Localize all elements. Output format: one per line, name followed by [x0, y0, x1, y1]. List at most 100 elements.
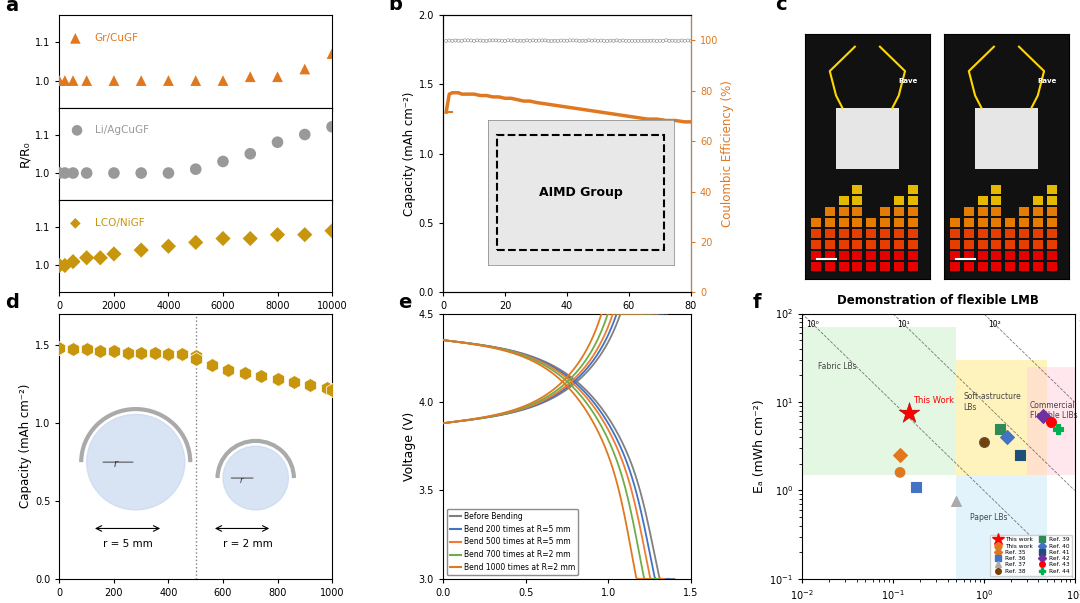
Point: [92, 346, 109, 356]
Point: [472, 36, 489, 46]
Point: [160, 76, 177, 86]
Point: [105, 168, 122, 178]
Y-axis label: Coulombic Efficiency (%): Coulombic Efficiency (%): [721, 80, 734, 227]
Point: [648, 36, 665, 46]
Text: r: r: [240, 476, 243, 485]
Point: [530, 36, 548, 45]
Point: [948, 497, 966, 507]
Point: [626, 36, 644, 45]
Text: Demonstration of flexible LMB: Demonstration of flexible LMB: [837, 294, 1039, 306]
Point: [78, 345, 95, 355]
Point: [577, 36, 594, 46]
Point: [618, 36, 635, 45]
Point: [214, 157, 231, 166]
Text: Gr/CuGF: Gr/CuGF: [95, 33, 139, 43]
Legend: Before Bending, Bend 200 times at R=5 mm, Bend 500 times at R=5 mm, Bend 700 tim: Before Bending, Bend 200 times at R=5 mm…: [447, 509, 578, 575]
Point: [645, 36, 662, 45]
Point: [642, 36, 659, 46]
Point: [615, 36, 632, 46]
Point: [527, 36, 544, 45]
Point: [573, 36, 591, 46]
Y-axis label: R/R₀: R/R₀: [18, 140, 31, 167]
Point: [524, 36, 541, 46]
Text: Paper LBs: Paper LBs: [970, 513, 1008, 522]
Point: [160, 241, 177, 251]
Point: [450, 36, 468, 45]
Point: [630, 36, 647, 45]
Point: [285, 377, 302, 387]
Text: ▲: ▲: [70, 30, 81, 44]
Point: [666, 36, 684, 45]
Text: r: r: [113, 459, 118, 470]
Point: [670, 36, 687, 45]
Point: [51, 76, 68, 86]
Text: 10⁰: 10⁰: [806, 320, 819, 329]
Point: [447, 36, 464, 46]
Text: ◆: ◆: [70, 215, 81, 229]
Text: d: d: [5, 293, 18, 312]
Text: Commercial
Flexible LIBs: Commercial Flexible LIBs: [1029, 401, 1077, 420]
Point: [242, 72, 259, 81]
Point: [907, 482, 924, 491]
Point: [133, 168, 150, 178]
Y-axis label: Capacity (mAh cm⁻²): Capacity (mAh cm⁻²): [19, 384, 32, 508]
Text: e: e: [399, 293, 411, 312]
Polygon shape: [1027, 367, 1075, 475]
Text: Soft-astructure
LBs: Soft-astructure LBs: [963, 393, 1022, 412]
Legend: This work, This work, Ref. 35, Ref. 36, Ref. 37, Ref. 38, Ref. 39, Ref. 40, Ref.: This work, This work, Ref. 35, Ref. 36, …: [990, 535, 1071, 576]
Point: [78, 76, 95, 86]
X-axis label: Cycle Number: Cycle Number: [518, 317, 616, 330]
Point: [78, 168, 95, 178]
Point: [991, 424, 1009, 434]
Point: [323, 226, 340, 236]
Point: [683, 36, 700, 46]
Point: [664, 36, 681, 46]
Point: [323, 122, 340, 131]
Point: [570, 36, 588, 45]
Point: [160, 349, 177, 359]
Point: [543, 36, 561, 46]
Point: [465, 36, 483, 46]
Y-axis label: Voltage (V): Voltage (V): [403, 412, 416, 481]
Point: [65, 76, 82, 86]
Point: [620, 36, 637, 45]
Point: [323, 49, 340, 58]
Point: [301, 380, 319, 390]
Point: [51, 260, 68, 270]
Point: [203, 360, 220, 370]
Y-axis label: Eₐ (mWh cm⁻²): Eₐ (mWh cm⁻²): [754, 399, 767, 493]
Polygon shape: [802, 327, 957, 475]
Circle shape: [222, 446, 288, 510]
Point: [462, 36, 480, 46]
Point: [174, 349, 191, 359]
Point: [146, 348, 163, 358]
Point: [891, 450, 908, 460]
Text: 10¹: 10¹: [896, 320, 909, 329]
Point: [65, 345, 82, 355]
Point: [636, 36, 653, 46]
Point: [505, 36, 523, 45]
Point: [296, 64, 313, 74]
Point: [562, 36, 579, 45]
Point: [51, 343, 68, 353]
Point: [593, 36, 610, 45]
Point: [56, 168, 73, 178]
Point: [56, 76, 73, 86]
Point: [456, 36, 473, 45]
Point: [187, 238, 204, 247]
Point: [105, 249, 122, 259]
Point: [469, 36, 486, 45]
Point: [437, 36, 455, 45]
Point: [565, 36, 582, 45]
Point: [540, 36, 557, 45]
Point: [546, 36, 564, 45]
Text: This Work: This Work: [913, 396, 954, 405]
Point: [242, 149, 259, 159]
Point: [487, 36, 504, 45]
Point: [477, 36, 495, 45]
Point: [220, 365, 238, 374]
Point: [568, 36, 585, 46]
Point: [269, 72, 286, 81]
Point: [494, 36, 511, 45]
Point: [676, 36, 693, 45]
